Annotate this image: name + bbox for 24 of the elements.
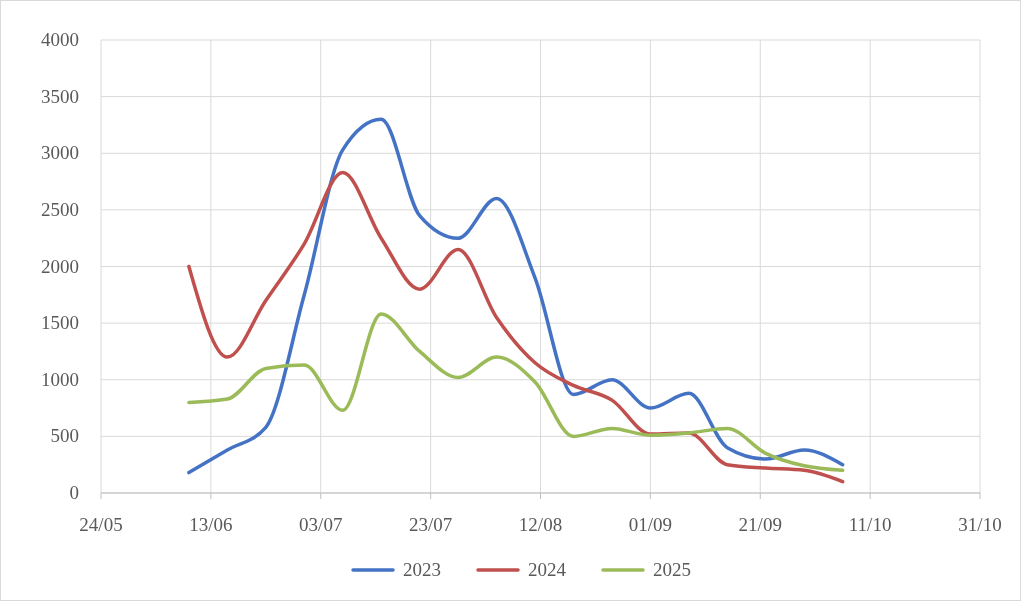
y-tick-label: 3000: [41, 142, 79, 164]
legend-label: 2023: [403, 559, 441, 580]
line-series: [187, 117, 845, 475]
y-tick-label: 2500: [41, 198, 79, 220]
line-series: [187, 312, 845, 473]
y-tick-label: 2000: [41, 255, 79, 277]
legend-label: 2025: [653, 559, 691, 580]
x-tick-label: 11/10: [848, 514, 892, 535]
x-tick-label: 01/09: [628, 514, 673, 535]
x-tick-label: 03/07: [299, 514, 343, 535]
y-tick-label: 1500: [41, 312, 79, 334]
legend-label: 2024: [528, 559, 567, 580]
y-tick-label: 500: [50, 425, 79, 447]
x-tick-label: 21/09: [738, 514, 782, 535]
y-tick-label: 0: [69, 482, 79, 503]
y-tick-label: 3500: [41, 85, 79, 107]
x-tick-label: 31/10: [958, 514, 1002, 535]
x-tick-label: 23/07: [408, 514, 453, 535]
line-series: [187, 170, 845, 484]
y-tick-label: 4000: [41, 29, 79, 50]
x-tick-label: 12/08: [518, 514, 563, 535]
x-tick-label: 24/05: [79, 514, 123, 535]
x-tick-label: 13/06: [189, 514, 233, 535]
y-tick-label: 1000: [41, 368, 79, 390]
